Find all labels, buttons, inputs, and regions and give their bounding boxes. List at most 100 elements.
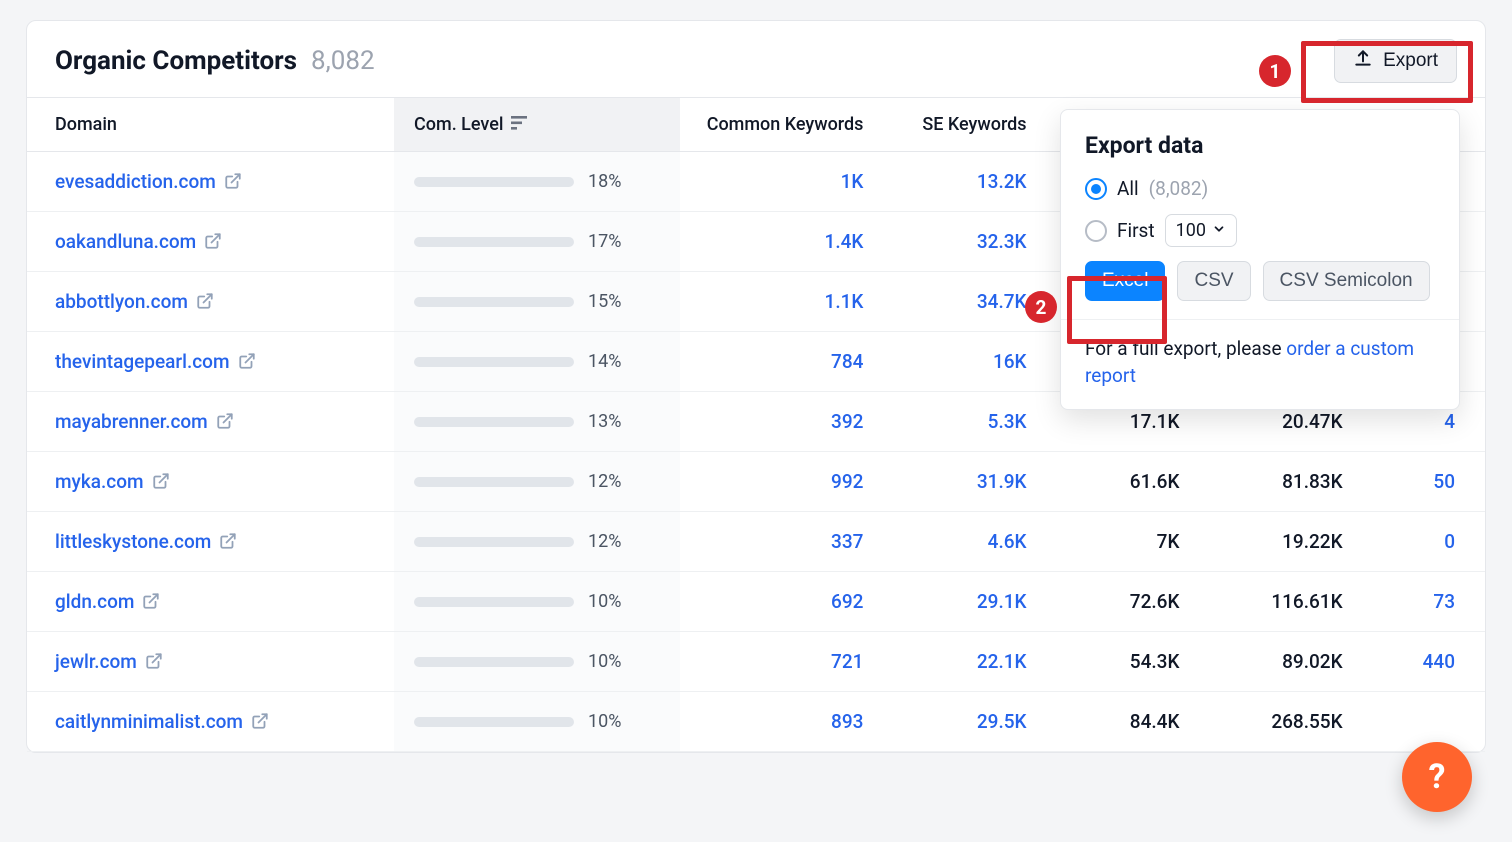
export-format-csv[interactable]: CSV (1177, 261, 1250, 301)
common-keywords-value[interactable]: 893 (831, 710, 863, 733)
col-header-com-level[interactable]: Com. Level (394, 98, 679, 152)
level-bar (414, 657, 574, 667)
common-keywords-value[interactable]: 721 (831, 650, 863, 673)
sort-desc-icon (511, 114, 527, 135)
col-header-se-keywords[interactable]: SE Keywords (883, 98, 1046, 152)
se-keywords-value[interactable]: 34.7K (977, 290, 1027, 313)
level-pct: 12% (588, 471, 621, 492)
level-bar (414, 597, 574, 607)
export-format-excel[interactable]: Excel (1085, 261, 1165, 301)
common-keywords-value[interactable]: 337 (831, 530, 863, 553)
domain-link[interactable]: oakandluna.com (55, 230, 222, 253)
export-popover: Export data All (8,082) First 100 Excel … (1060, 109, 1460, 410)
table-row: littleskystone.com 12%3374.6K7K19.22K0 (27, 512, 1485, 572)
radio-checked-icon (1085, 178, 1107, 200)
export-format-csv-semicolon[interactable]: CSV Semicolon (1263, 261, 1430, 301)
level-bar (414, 237, 574, 247)
extra-c-value[interactable]: 0 (1444, 530, 1455, 553)
extra-a-value: 72.6K (1130, 590, 1180, 613)
extra-a-value: 54.3K (1130, 650, 1180, 673)
common-keywords-value[interactable]: 992 (831, 470, 863, 493)
com-level-cell: 13% (414, 411, 659, 432)
radio-unchecked-icon (1085, 220, 1107, 242)
export-option-first[interactable]: First 100 (1085, 214, 1435, 247)
external-link-icon (204, 230, 222, 253)
se-keywords-value[interactable]: 22.1K (977, 650, 1027, 673)
col-header-com-level-label: Com. Level (414, 114, 503, 135)
com-level-cell: 14% (414, 351, 659, 372)
domain-link[interactable]: jewlr.com (55, 650, 163, 673)
export-popover-footer-text: For a full export, please (1085, 337, 1286, 360)
extra-c-value[interactable]: 4 (1444, 410, 1455, 433)
competitors-panel: Organic Competitors 8,082 Export Domain … (26, 20, 1486, 753)
export-popover-footer: For a full export, please order a custom… (1085, 336, 1435, 389)
level-pct: 13% (588, 411, 621, 432)
domain-link[interactable]: myka.com (55, 470, 170, 493)
com-level-cell: 10% (414, 651, 659, 672)
extra-c-value[interactable]: 50 (1433, 470, 1455, 493)
upload-icon (1353, 48, 1373, 74)
common-keywords-value[interactable]: 692 (831, 590, 863, 613)
export-popover-title: Export data (1085, 132, 1435, 159)
se-keywords-value[interactable]: 16K (993, 350, 1027, 373)
se-keywords-value[interactable]: 13.2K (977, 170, 1027, 193)
level-bar (414, 717, 574, 727)
extra-c-value[interactable]: 73 (1433, 590, 1455, 613)
com-level-cell: 17% (414, 231, 659, 252)
level-pct: 14% (588, 351, 621, 372)
level-bar (414, 477, 574, 487)
com-level-cell: 12% (414, 531, 659, 552)
se-keywords-value[interactable]: 4.6K (988, 530, 1027, 553)
com-level-cell: 10% (414, 591, 659, 612)
common-keywords-value[interactable]: 784 (831, 350, 863, 373)
domain-link[interactable]: mayabrenner.com (55, 410, 234, 433)
domain-link[interactable]: caitlynminimalist.com (55, 710, 269, 733)
title-wrap: Organic Competitors 8,082 (55, 46, 375, 76)
external-link-icon (145, 650, 163, 673)
table-row: caitlynminimalist.com 10%89329.5K84.4K26… (27, 692, 1485, 752)
external-link-icon (216, 410, 234, 433)
com-level-cell: 18% (414, 171, 659, 192)
help-fab-label: ? (1429, 757, 1446, 797)
external-link-icon (196, 290, 214, 313)
se-keywords-value[interactable]: 32.3K (977, 230, 1027, 253)
table-row: myka.com 12% 992 31.9K 61.6K 81.83K 50 (27, 452, 1485, 512)
extra-b-value: 81.83K (1282, 470, 1342, 493)
domain-link[interactable]: littleskystone.com (55, 530, 237, 553)
export-option-first-label: First (1117, 219, 1155, 242)
se-keywords-value[interactable]: 5.3K (988, 410, 1027, 433)
col-header-common-keywords[interactable]: Common Keywords (680, 98, 884, 152)
annotation-badge-2: 2 (1025, 291, 1057, 323)
export-option-all[interactable]: All (8,082) (1085, 177, 1435, 200)
level-pct: 15% (588, 291, 621, 312)
common-keywords-value[interactable]: 1K (841, 170, 864, 193)
extra-a-value: 7K (1157, 530, 1180, 553)
se-keywords-value[interactable]: 31.9K (977, 470, 1027, 493)
domain-link[interactable]: abbottlyon.com (55, 290, 214, 313)
common-keywords-value[interactable]: 392 (831, 410, 863, 433)
common-keywords-value[interactable]: 1.1K (825, 290, 864, 313)
domain-link[interactable]: thevintagepearl.com (55, 350, 256, 373)
col-header-domain[interactable]: Domain (27, 98, 394, 152)
se-keywords-value[interactable]: 29.1K (977, 590, 1027, 613)
common-keywords-value[interactable]: 1.4K (825, 230, 864, 253)
table-row: jewlr.com 10%72122.1K54.3K89.02K440 (27, 632, 1485, 692)
domain-link[interactable]: gldn.com (55, 590, 160, 613)
title-count: 8,082 (311, 46, 375, 76)
extra-a-value: 61.6K (1130, 470, 1180, 493)
level-bar (414, 177, 574, 187)
export-option-all-label: All (1117, 177, 1139, 200)
level-pct: 10% (588, 591, 621, 612)
level-pct: 17% (588, 231, 621, 252)
level-pct: 10% (588, 711, 621, 732)
help-fab[interactable]: ? (1402, 742, 1472, 812)
export-button-label: Export (1383, 50, 1438, 72)
export-first-select[interactable]: 100 (1165, 214, 1237, 247)
export-first-value: 100 (1176, 220, 1206, 241)
level-bar (414, 297, 574, 307)
extra-c-value[interactable]: 440 (1423, 650, 1455, 673)
se-keywords-value[interactable]: 29.5K (977, 710, 1027, 733)
export-button[interactable]: Export (1334, 39, 1457, 83)
domain-link[interactable]: evesaddiction.com (55, 170, 242, 193)
level-pct: 10% (588, 651, 621, 672)
